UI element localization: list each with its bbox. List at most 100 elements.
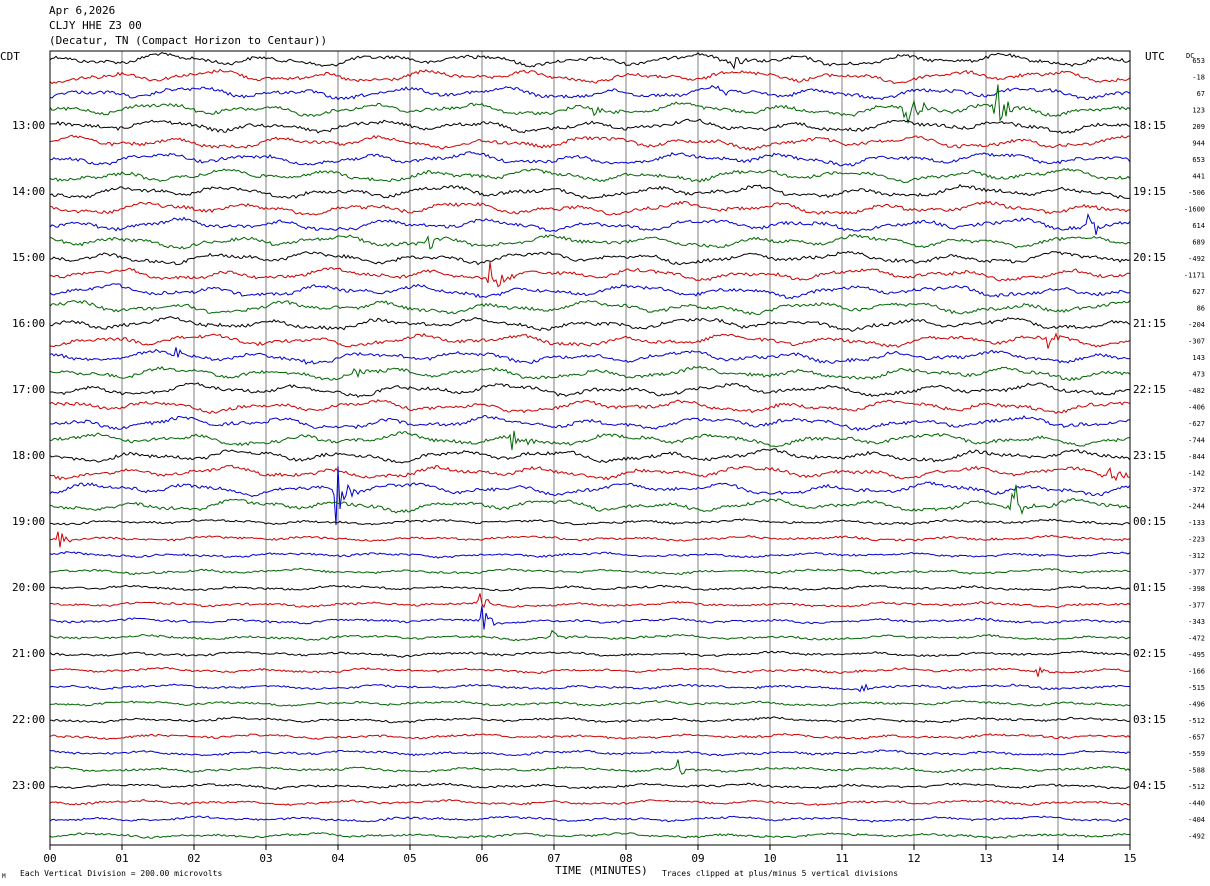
left-hour-label-5: 18:00 (12, 449, 45, 462)
x-tick-label-5: 05 (403, 852, 416, 865)
dc-offset-label-34: -343 (1188, 618, 1205, 626)
right-hour-label-4: 22:15 (1133, 383, 1166, 396)
dc-offset-label-29: -223 (1188, 536, 1205, 544)
left-hour-label-0: 13:00 (12, 119, 45, 132)
trace-line-29 (49, 531, 1131, 548)
left-hour-label-10: 23:00 (12, 779, 45, 792)
dc-header-label: DC (1186, 52, 1194, 60)
left-timezone-label: CDT (0, 50, 20, 63)
trace-line-6 (50, 151, 1131, 167)
trace-line-27 (50, 484, 1131, 515)
dc-offset-label-15: 86 (1197, 305, 1205, 313)
dc-offset-label-30: -312 (1188, 552, 1205, 560)
x-tick-label-15: 15 (1123, 852, 1136, 865)
corner-mark: M (2, 873, 6, 880)
trace-line-25 (49, 464, 1131, 482)
plot-frame (49, 50, 1131, 846)
station-date: Apr 6,2026 (49, 4, 116, 17)
trace-line-42 (49, 749, 1131, 757)
dc-offset-label-8: -506 (1188, 189, 1205, 197)
trace-line-11 (49, 233, 1131, 250)
trace-line-16 (49, 316, 1131, 332)
trace-line-0 (49, 52, 1131, 70)
trace-line-33 (49, 593, 1131, 609)
trace-line-17 (49, 332, 1131, 349)
trace-line-2 (49, 85, 1131, 101)
dc-offset-label-1: -18 (1192, 74, 1205, 82)
trace-line-35 (49, 629, 1131, 642)
trace-line-19 (49, 365, 1131, 382)
dc-offset-label-32: -398 (1188, 585, 1205, 593)
dc-offset-label-39: -496 (1188, 701, 1205, 709)
dc-offset-label-40: -512 (1188, 717, 1205, 725)
trace-line-31 (49, 567, 1131, 576)
trace-line-26 (49, 466, 1131, 526)
trace-line-8 (49, 183, 1130, 200)
dc-offset-label-47: -492 (1188, 833, 1205, 841)
trace-line-7 (49, 168, 1131, 184)
trace-line-40 (49, 716, 1131, 724)
x-axis-title: TIME (MINUTES) (555, 864, 648, 877)
trace-line-4 (49, 118, 1131, 135)
dc-offset-label-41: -657 (1188, 734, 1205, 742)
x-tick-label-14: 14 (1051, 852, 1065, 865)
dc-offset-label-46: -404 (1188, 816, 1205, 824)
right-hour-label-10: 04:15 (1133, 779, 1166, 792)
trace-line-37 (49, 665, 1131, 677)
trace-line-36 (49, 650, 1131, 658)
trace-line-34 (50, 605, 1131, 630)
trace-line-32 (49, 584, 1131, 592)
right-hour-label-0: 18:15 (1133, 119, 1166, 132)
trace-line-20 (49, 382, 1131, 398)
dc-offset-label-19: 473 (1192, 371, 1205, 379)
right-hour-label-2: 20:15 (1133, 251, 1166, 264)
x-tick-label-7: 07 (547, 852, 560, 865)
clipping-note: Traces clipped at plus/minus 5 vertical … (662, 869, 898, 878)
trace-line-47 (49, 832, 1131, 840)
left-hour-label-2: 15:00 (12, 251, 45, 264)
dc-offset-label-13: -1171 (1184, 272, 1205, 280)
dc-offset-label-44: -512 (1188, 783, 1205, 791)
station-location: (Decatur, TN (Compact Horizon to Centaur… (49, 34, 328, 47)
trace-line-38 (49, 683, 1131, 693)
dc-offset-label-36: -495 (1188, 651, 1205, 659)
trace-line-22 (49, 415, 1131, 432)
dc-offset-label-12: -492 (1188, 255, 1205, 263)
dc-offset-label-6: 653 (1192, 156, 1205, 164)
dc-offset-label-3: 123 (1192, 107, 1205, 115)
dc-offset-label-43: -588 (1188, 767, 1205, 775)
x-tick-label-12: 12 (907, 852, 920, 865)
dc-offset-label-0: 653 (1192, 57, 1205, 65)
trace-line-46 (49, 815, 1131, 823)
right-hour-label-8: 02:15 (1133, 647, 1166, 660)
dc-offset-label-20: -482 (1188, 387, 1205, 395)
trace-line-44 (49, 782, 1131, 790)
dc-offset-label-22: -627 (1188, 420, 1205, 428)
trace-line-3 (49, 84, 1131, 124)
trace-line-45 (49, 798, 1130, 807)
right-hour-label-5: 23:15 (1133, 449, 1166, 462)
trace-line-13 (49, 261, 1131, 288)
x-tick-label-10: 10 (763, 852, 776, 865)
trace-line-41 (49, 732, 1131, 740)
left-hour-label-1: 14:00 (12, 185, 45, 198)
dc-offset-label-26: -372 (1188, 486, 1205, 494)
x-tick-label-0: 00 (43, 852, 56, 865)
trace-line-18 (49, 347, 1131, 365)
x-tick-label-11: 11 (835, 852, 848, 865)
x-tick-label-2: 02 (187, 852, 200, 865)
seismic-traces (49, 52, 1131, 840)
left-hour-label-7: 20:00 (12, 581, 45, 594)
axis-labels: 653 -18 67 123 209 944 653 441 -506 -1600 614 689 -4… (12, 57, 1205, 865)
dc-offset-label-9: -1600 (1184, 206, 1205, 214)
dc-offset-label-25: -142 (1188, 470, 1205, 478)
left-hour-label-4: 17:00 (12, 383, 45, 396)
right-hour-label-3: 21:15 (1133, 317, 1166, 330)
dc-offset-label-37: -166 (1188, 668, 1205, 676)
trace-line-14 (49, 283, 1131, 300)
right-hour-label-1: 19:15 (1133, 185, 1166, 198)
dc-offset-label-45: -440 (1188, 800, 1205, 808)
x-tick-label-8: 08 (619, 852, 632, 865)
dc-offset-label-31: -377 (1188, 569, 1205, 577)
